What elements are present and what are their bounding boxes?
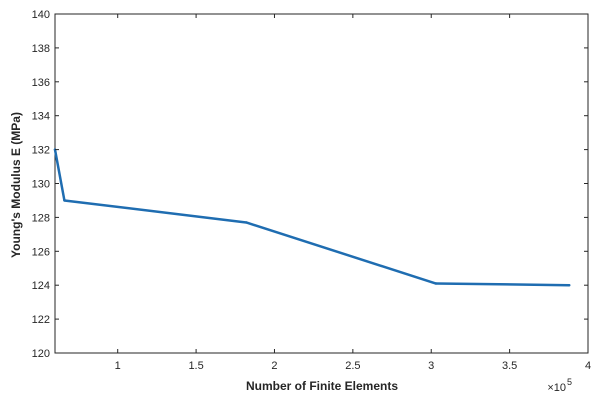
y-axis-label: Young's Modulus E (MPa): [9, 112, 23, 258]
x-exponent-power: 5: [567, 377, 572, 387]
y-tick-label: 126: [32, 246, 50, 258]
data-point: [434, 282, 438, 285]
data-point: [567, 284, 571, 287]
x-axis-ticks: 1 1.5 2 2.5 3 3.5 4: [115, 14, 591, 372]
y-tick-label: 124: [32, 280, 50, 292]
series-layer: [53, 148, 571, 287]
y-tick-label: 122: [32, 314, 50, 326]
y-tick-label: 140: [32, 9, 50, 21]
x-tick-label: 1.5: [188, 360, 203, 372]
x-tick-label: 4: [585, 360, 591, 372]
data-point: [245, 221, 248, 224]
plot-area: [54, 13, 589, 354]
y-tick-label: 134: [32, 111, 50, 123]
y-axis-ticks: 120 122 124 126 128 130 132 134 136 138 140: [32, 9, 588, 360]
x-axis-label: Number of Finite Elements: [246, 379, 398, 393]
x-tick-label: 2: [271, 360, 277, 372]
x-tick-label: 3.5: [502, 360, 517, 372]
data-point: [63, 199, 66, 202]
y-tick-label: 120: [32, 348, 50, 360]
x-axis-exponent: ×10 5: [547, 377, 572, 394]
x-tick-label: 1: [115, 360, 121, 372]
y-tick-label: 132: [32, 145, 50, 157]
y-tick-label: 136: [32, 77, 50, 89]
x-tick-label: 2.5: [345, 360, 360, 372]
y-tick-label: 138: [32, 43, 50, 55]
x-exponent-base: ×10: [547, 382, 566, 394]
x-tick-label: 3: [428, 360, 434, 372]
y-tick-label: 128: [32, 212, 50, 224]
y-tick-label: 130: [32, 179, 50, 191]
